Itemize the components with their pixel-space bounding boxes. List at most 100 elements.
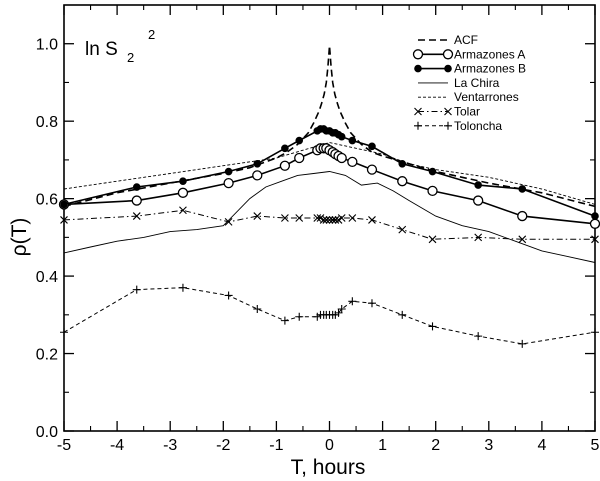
data-point-toloncha xyxy=(60,328,68,337)
legend-marker-armazones-b xyxy=(414,64,422,73)
y-axis-title: ρ(T) xyxy=(8,218,31,257)
y-tick-label: 0.8 xyxy=(36,114,58,131)
data-point-armazones-a xyxy=(177,187,189,198)
x-tick-label: -1 xyxy=(269,437,283,454)
legend-marker-armazones-a xyxy=(442,49,454,60)
x-tick-label: 0 xyxy=(325,437,334,454)
data-point-armazones-b xyxy=(253,159,262,168)
data-point-tolar xyxy=(348,214,357,222)
data-point-armazones-a xyxy=(279,160,291,171)
data-point-toloncha xyxy=(295,312,304,321)
data-point-armazones-b xyxy=(348,136,357,145)
data-point-tolar xyxy=(313,214,322,222)
data-point-tolar xyxy=(331,216,340,224)
data-point-armazones-a xyxy=(517,210,528,222)
series-ventarrones xyxy=(63,142,596,205)
legend-label-la-chira: La Chira xyxy=(454,76,500,90)
data-point-tolar xyxy=(224,217,233,226)
data-point-armazones-b xyxy=(368,142,376,151)
axis-ticks: -5 -4 -3 -2 -1 0 1 2 3 4 5 0.0 0.2 0.4 0.6 0.8 1.0 xyxy=(36,5,600,454)
data-point-tolar xyxy=(591,235,599,244)
x-tick-label: 4 xyxy=(537,437,546,454)
legend-marker-toloncha xyxy=(414,121,422,130)
legend-entry-toloncha: Toloncha xyxy=(414,119,502,133)
x-tick-label: 3 xyxy=(484,437,493,454)
data-point-armazones-b xyxy=(474,181,482,189)
data-point-tolar xyxy=(319,216,328,224)
series-line-la-chira xyxy=(63,171,596,263)
x-axis-title: T, hours xyxy=(291,456,366,479)
legend-marker-tolar xyxy=(444,107,452,116)
data-point-tolar xyxy=(325,216,334,224)
data-point-tolar xyxy=(337,214,346,222)
data-point-armazones-b xyxy=(281,144,289,153)
data-point-armazones-a xyxy=(252,170,263,181)
data-point-toloncha xyxy=(591,328,599,337)
data-point-toloncha xyxy=(428,322,437,331)
data-point-toloncha xyxy=(253,305,262,314)
data-point-toloncha xyxy=(518,339,527,348)
data-point-armazones-a xyxy=(366,164,378,175)
legend-label-toloncha: Toloncha xyxy=(454,119,502,133)
legend-marker-tolar xyxy=(414,107,422,116)
data-point-armazones-b xyxy=(132,183,141,191)
x-tick-label: -3 xyxy=(163,437,177,454)
x-tick-label: 2 xyxy=(431,437,440,454)
series-toloncha xyxy=(60,283,599,348)
data-point-armazones-b xyxy=(428,167,437,176)
data-point-toloncha xyxy=(132,285,141,294)
data-point-tolar xyxy=(281,214,289,222)
legend-marker-armazones-a xyxy=(412,49,424,60)
data-point-tolar xyxy=(474,233,483,242)
legend-label-acf: ACF xyxy=(454,33,478,47)
series-armazones-b xyxy=(60,125,599,220)
legend-label-armazones-a: Armazones A xyxy=(454,47,525,61)
data-point-armazones-b xyxy=(224,167,233,176)
data-point-tolar xyxy=(322,216,331,224)
series-line-armazones-b xyxy=(63,128,596,217)
data-point-armazones-b xyxy=(295,136,304,145)
series-line-toloncha xyxy=(63,287,596,345)
legend-label-tolar: Tolar xyxy=(454,105,480,119)
title-superscript: 2 xyxy=(148,27,155,42)
legend-entry-la-chira: La Chira xyxy=(418,76,500,90)
x-tick-label: -2 xyxy=(216,437,230,454)
data-point-toloncha xyxy=(178,283,187,292)
data-point-tolar xyxy=(428,235,437,244)
data-point-armazones-a xyxy=(473,195,484,206)
legend-entry-acf: ACF xyxy=(418,33,478,47)
data-point-tolar xyxy=(179,206,187,215)
data-point-toloncha xyxy=(337,305,346,314)
series-group xyxy=(58,45,600,348)
data-point-tolar xyxy=(60,216,68,224)
series-la-chira xyxy=(63,171,596,263)
legend-label-armazones-b: Armazones B xyxy=(454,62,526,76)
data-point-armazones-a xyxy=(336,152,347,164)
legend-marker-toloncha xyxy=(444,121,452,130)
data-point-toloncha xyxy=(224,291,233,300)
data-point-armazones-a xyxy=(294,152,305,164)
x-tick-label: 1 xyxy=(378,437,387,454)
chart-title: ln S 2 2 xyxy=(85,27,155,65)
data-point-tolar xyxy=(132,212,141,220)
data-point-armazones-a xyxy=(223,177,234,189)
data-point-armazones-a xyxy=(427,185,438,197)
series-line-ventarrones xyxy=(63,142,596,205)
legend-marker-armazones-b xyxy=(444,64,452,73)
data-point-toloncha xyxy=(367,299,376,308)
data-point-tolar xyxy=(368,216,376,224)
data-point-toloncha xyxy=(280,316,289,325)
x-tick-label: -4 xyxy=(110,437,124,454)
legend-entry-armazones-b: Armazones B xyxy=(414,62,526,76)
data-point-tolar xyxy=(328,216,337,224)
data-point-toloncha xyxy=(474,332,483,341)
legend-entry-tolar: Tolar xyxy=(414,105,480,119)
data-point-armazones-b xyxy=(591,212,599,220)
data-point-tolar xyxy=(295,214,304,222)
data-point-armazones-a xyxy=(347,156,358,167)
data-point-armazones-b xyxy=(60,200,68,209)
data-point-armazones-a xyxy=(397,176,408,187)
data-point-tolar xyxy=(398,225,407,234)
